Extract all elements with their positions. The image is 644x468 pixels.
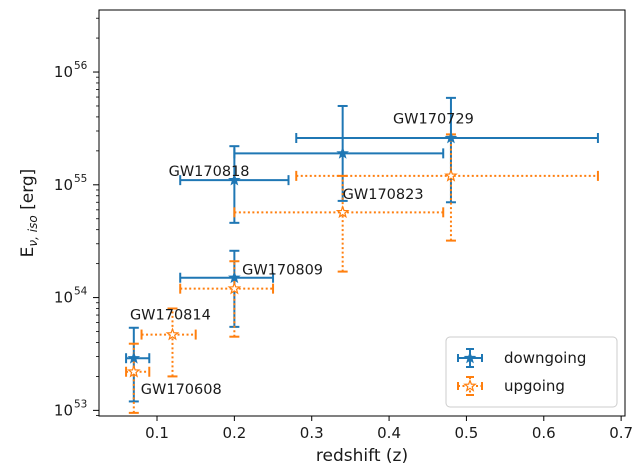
y-axis-label: Eν, iso [erg]	[18, 169, 40, 258]
legend-label-downgoing: downgoing	[504, 349, 586, 367]
data-point-upgoing-4	[444, 168, 458, 182]
y-tick-exponent: 54	[74, 286, 88, 298]
plot-frame	[98, 9, 626, 417]
annotation-gw170818: GW170818	[169, 164, 250, 180]
annotation-gw170608: GW170608	[141, 382, 222, 398]
y-tick-label: 10	[54, 63, 73, 81]
annotation-gw170823: GW170823	[343, 187, 424, 203]
x-tick-label: 0.7	[609, 424, 633, 442]
x-tick-label: 0.1	[145, 424, 169, 442]
data-point-downgoing-2	[228, 173, 241, 186]
x-tick-label: 0.2	[222, 424, 246, 442]
x-tick-label: 0.6	[532, 424, 556, 442]
data-point-downgoing-4	[444, 131, 458, 144]
data-point-upgoing-2	[227, 281, 242, 295]
data-point-downgoing-0	[127, 351, 141, 364]
annotations: GW170729 GW170818 GW170823 GW170809 GW170814…	[130, 111, 474, 397]
y-tick-label: 10	[54, 289, 73, 307]
legend: downgoing upgoing	[445, 336, 618, 408]
legend-marker-downgoing	[463, 351, 477, 364]
x-axis-label: redshift (z)	[316, 446, 408, 466]
x-tick-label: 0.5	[454, 424, 478, 442]
data-point-downgoing-1	[228, 271, 241, 284]
data-point-upgoing-3	[335, 205, 350, 219]
y-tick-exponent: 56	[74, 60, 88, 72]
y-tick-label: 10	[54, 176, 73, 194]
data-point-upgoing-1	[165, 327, 180, 341]
y-tick-exponent: 55	[74, 173, 87, 185]
legend-marker-upgoing	[463, 378, 477, 392]
legend-box	[445, 336, 618, 408]
annotation-gw170814: GW170814	[130, 307, 211, 323]
data-point-upgoing-0	[126, 364, 141, 378]
legend-label-upgoing: upgoing	[504, 377, 565, 395]
markers	[126, 131, 458, 378]
data-point-downgoing-3	[336, 146, 349, 159]
annotation-gw170809: GW170809	[242, 263, 323, 279]
x-tick-label: 0.3	[300, 424, 324, 442]
annotation-gw170729: GW170729	[393, 111, 474, 127]
y-tick-label: 10	[54, 401, 73, 419]
y-tick-exponent: 53	[74, 398, 87, 410]
x-tick-label: 0.4	[377, 424, 401, 442]
